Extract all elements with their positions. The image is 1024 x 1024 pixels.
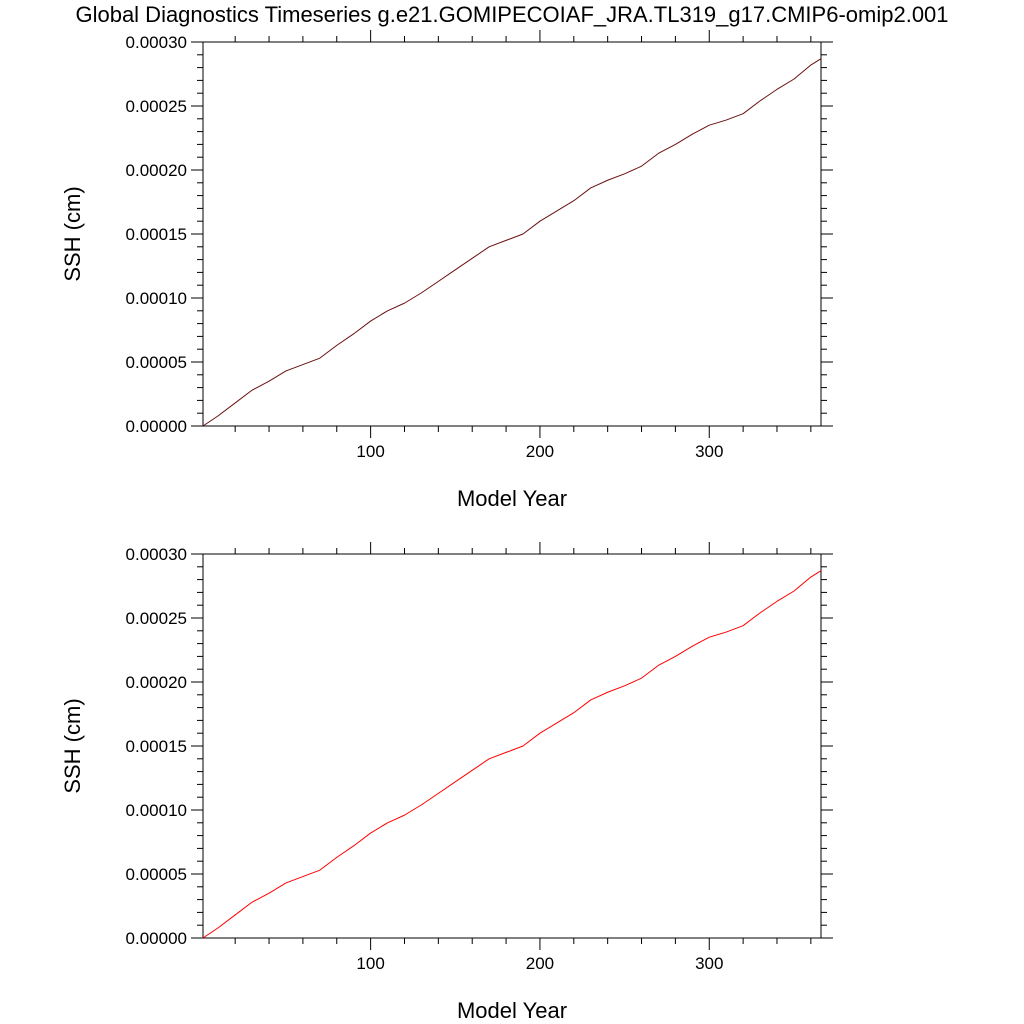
y-tick-label: 0.00015 — [126, 225, 187, 244]
chart-panel-2: 0.00000 0.00005 0.00010 0.00015 0.00020 0.000… — [60, 542, 833, 1023]
y-tick-label: 0.00030 — [126, 545, 187, 564]
y-tick-label: 0.00005 — [126, 865, 187, 884]
y-axis-label: SSH (cm) — [60, 698, 85, 793]
y-tick-label: 0.00005 — [126, 353, 187, 372]
x-tick-label: 200 — [526, 442, 554, 461]
y-tick-label: 0.00025 — [126, 97, 187, 116]
y-tick-label: 0.00000 — [126, 417, 187, 436]
y-tick-label: 0.00000 — [126, 929, 187, 948]
x-tick-label: 300 — [695, 954, 723, 973]
y-tick-label: 0.00010 — [126, 801, 187, 820]
y-tick-label: 0.00025 — [126, 609, 187, 628]
x-tick-label: 300 — [695, 442, 723, 461]
plot-frame — [202, 553, 822, 939]
x-axis-label: Model Year — [457, 486, 567, 511]
plot-frame — [202, 41, 822, 427]
x-axis-label: Model Year — [457, 998, 567, 1023]
x-tick-label: 200 — [526, 954, 554, 973]
series-line-1 — [202, 58, 822, 427]
y-axis-label: SSH (cm) — [60, 186, 85, 281]
y-tick-label: 0.00020 — [126, 161, 187, 180]
y-tick-label: 0.00010 — [126, 289, 187, 308]
chart-panel-1: 0.00000 0.00005 0.00010 0.00015 0.00020 0.000… — [60, 30, 833, 511]
series-line-1 — [202, 570, 822, 939]
x-tick-label: 100 — [356, 954, 384, 973]
x-tick-label: 100 — [356, 442, 384, 461]
y-tick-label: 0.00030 — [126, 33, 187, 52]
y-tick-label: 0.00015 — [126, 737, 187, 756]
y-tick-label: 0.00020 — [126, 673, 187, 692]
figure-title: Global Diagnostics Timeseries g.e21.GOMI… — [75, 2, 948, 27]
